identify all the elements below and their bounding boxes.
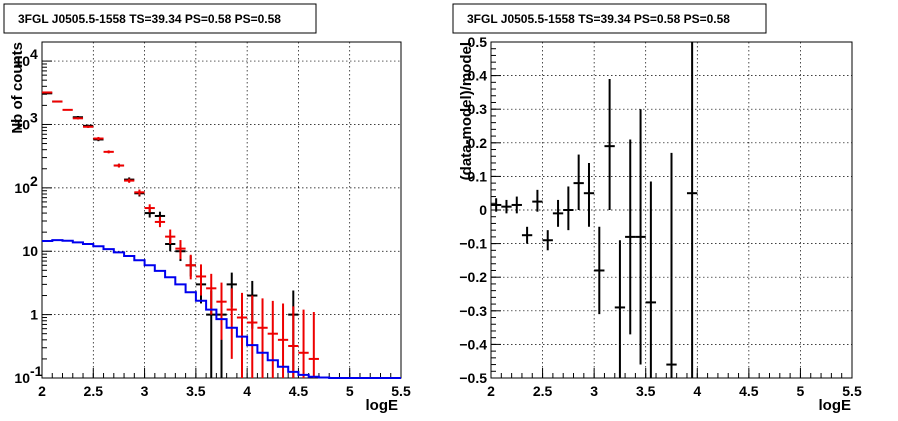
x-tick-label: 5.5 (391, 383, 411, 399)
model-step-line (42, 239, 401, 379)
data-point (42, 91, 53, 94)
y-tick-label: −0.5 (459, 370, 487, 386)
counts-title-box (3, 3, 317, 34)
x-tick-label: 2 (38, 383, 46, 399)
data-point (124, 178, 135, 183)
data-point (165, 229, 176, 245)
residual-plot-area: 2 2.5 3 3.5 4 4.5 5 5.5 −0.5 −0.4 −0.3 −0.2 −0.1 0 0.1… (459, 34, 862, 399)
residual-panel: 3FGL J0505.5-1558 TS=39.34 PS=0.58 PS=0.… (452, 3, 862, 414)
y-tick-label: 1 (30, 307, 38, 323)
x-tick-label: 4 (243, 383, 251, 399)
data-point (62, 108, 73, 111)
data-point (52, 100, 63, 103)
data-point (563, 186, 574, 231)
data-point (532, 189, 543, 212)
data-point (686, 42, 698, 378)
y-tick-label: 0.2 (468, 135, 488, 151)
x-tick-label: 3 (590, 383, 598, 399)
data-point (308, 311, 319, 378)
y-tick-label: 0.3 (468, 101, 488, 117)
data-point (594, 226, 605, 315)
data-point (573, 154, 584, 210)
data-point (154, 216, 166, 228)
y-tick-label: 10 (14, 180, 30, 196)
data-point (542, 230, 553, 251)
counts-title: 3FGL J0505.5-1558 TS=39.34 PS=0.58 PS=0.… (18, 12, 281, 26)
y-tick-label: 10 (14, 116, 30, 132)
data-point (604, 78, 615, 210)
y-tick-label: −0.3 (459, 303, 487, 319)
counts-panel: 3FGL J0505.5-1558 TS=39.34 PS=0.58 PS=0.… (3, 3, 411, 414)
x-tick-label: 4.5 (289, 383, 309, 399)
residual-x-axis-label: logE (819, 397, 852, 414)
counts-y-axis-label: Nb of counts (9, 42, 26, 134)
y-tick-label: 0.4 (468, 68, 488, 84)
data-point (103, 150, 114, 154)
data-point (521, 226, 533, 244)
x-tick-label: 3.5 (636, 383, 656, 399)
residual-title-box (452, 3, 767, 34)
y-tick-label: 0.1 (468, 168, 488, 184)
data-point (83, 125, 94, 128)
y-tick-exponent: 4 (30, 46, 38, 62)
data-point (236, 292, 248, 378)
x-tick-label: 3.5 (186, 383, 206, 399)
y-tick-label: 0 (479, 202, 487, 218)
data-point (625, 139, 636, 335)
x-tick-label: 4 (693, 383, 701, 399)
data-point (511, 196, 522, 214)
y-tick-label: 10 (14, 370, 30, 386)
data-point (277, 303, 289, 378)
data-point (195, 264, 207, 296)
data-point (257, 298, 268, 378)
data-point (185, 254, 196, 280)
y-tick-exponent: 2 (30, 173, 38, 189)
data-point (175, 240, 186, 260)
x-tick-label: 3 (141, 383, 149, 399)
data-point (267, 300, 278, 378)
data-point (72, 117, 84, 120)
data-point (645, 181, 657, 378)
y-tick-label: 0.5 (468, 34, 488, 50)
x-tick-label: 2.5 (84, 383, 104, 399)
data-point (635, 109, 646, 365)
data-point (134, 189, 145, 196)
residual-title: 3FGL J0505.5-1558 TS=39.34 PS=0.58 PS=0.… (467, 12, 730, 26)
data-point (288, 306, 299, 378)
data-point (666, 152, 677, 378)
data-point (93, 136, 104, 141)
data-point (206, 273, 217, 315)
data-point (491, 198, 502, 212)
data-point (298, 309, 309, 378)
y-tick-label: −0.2 (459, 269, 487, 285)
data-point (552, 199, 564, 227)
x-tick-label: 5.5 (842, 383, 862, 399)
x-tick-label: 2 (487, 383, 495, 399)
data-point (216, 282, 227, 340)
data-point (113, 163, 125, 168)
data-point (583, 162, 595, 227)
data-point (501, 199, 512, 214)
y-tick-label: 10 (14, 53, 30, 69)
x-tick-label: 5 (346, 383, 354, 399)
residual-y-axis-label: (data-model)/model (458, 42, 475, 180)
x-tick-label: 4.5 (739, 383, 759, 399)
x-tick-label: 2.5 (533, 383, 553, 399)
data-point (144, 204, 155, 213)
counts-x-axis-label: logE (366, 397, 399, 414)
data-point (614, 240, 626, 378)
x-tick-label: 5 (797, 383, 805, 399)
y-tick-exponent: -1 (30, 363, 43, 379)
y-tick-label: −0.1 (459, 236, 487, 252)
y-tick-label: −0.4 (459, 336, 487, 352)
data-point (226, 288, 237, 359)
data-point (247, 295, 258, 378)
y-tick-exponent: 3 (30, 109, 38, 125)
y-tick-label: 10 (22, 243, 38, 259)
